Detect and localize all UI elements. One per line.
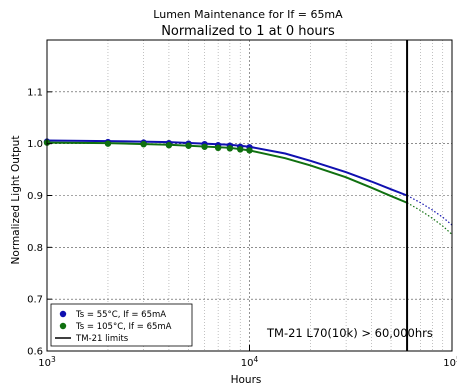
chart-title: Lumen Maintenance for If = 65mA — [153, 8, 343, 21]
data-point-series-1 — [185, 142, 192, 149]
data-point-series-1 — [104, 140, 112, 147]
y-tick-label: 1.0 — [27, 139, 43, 150]
y-tick-label: 1.1 — [27, 87, 43, 98]
legend-label-55c: Ts = 55°C, If = 65mA — [75, 310, 166, 320]
y-tick-label: 0.7 — [27, 295, 43, 306]
y-tick-label: 0.8 — [27, 243, 43, 254]
axis-ticks: 0.6 0.7 0.8 0.9 1.0 1.1 103 104 105 — [27, 87, 457, 369]
chart-subtitle: Normalized to 1 at 0 hours — [161, 24, 335, 39]
legend-box — [50, 303, 193, 347]
legend-label-105c: Ts = 105°C, If = 65mA — [75, 322, 172, 332]
legend-marker-105c — [59, 322, 67, 330]
data-point-series-1 — [237, 146, 244, 153]
x-tick-label: 103 — [38, 355, 56, 369]
data-point-series-1 — [140, 140, 147, 148]
l70-annotation: TM-21 L70(10k) > 60,000hrs — [266, 326, 433, 340]
data-point-series-1 — [165, 142, 173, 149]
extrapolation-series-0 — [406, 194, 453, 226]
y-tick-label: 0.6 — [27, 347, 43, 358]
fit-line-series-0 — [46, 139, 408, 197]
data-point-series-1 — [246, 147, 253, 154]
legend-label-tm21: TM-21 limits — [75, 334, 129, 344]
data-point-series-1 — [201, 143, 208, 150]
legend-marker-55c — [59, 310, 67, 318]
x-axis-label: Hours — [231, 374, 262, 386]
data-point-series-1 — [214, 144, 222, 152]
data-point-series-1 — [226, 145, 234, 152]
legend: Ts = 55°C, If = 65mA Ts = 105°C, If = 65… — [50, 303, 193, 347]
extrapolation-series-1 — [406, 202, 453, 235]
series-layer — [43, 138, 453, 235]
x-tick-label: 104 — [241, 355, 259, 369]
y-tick-label: 0.9 — [27, 191, 43, 202]
fit-line-series-1 — [46, 141, 408, 204]
x-tick-label: 105 — [443, 355, 457, 369]
y-axis-label: Normalized Light Output — [10, 136, 22, 265]
